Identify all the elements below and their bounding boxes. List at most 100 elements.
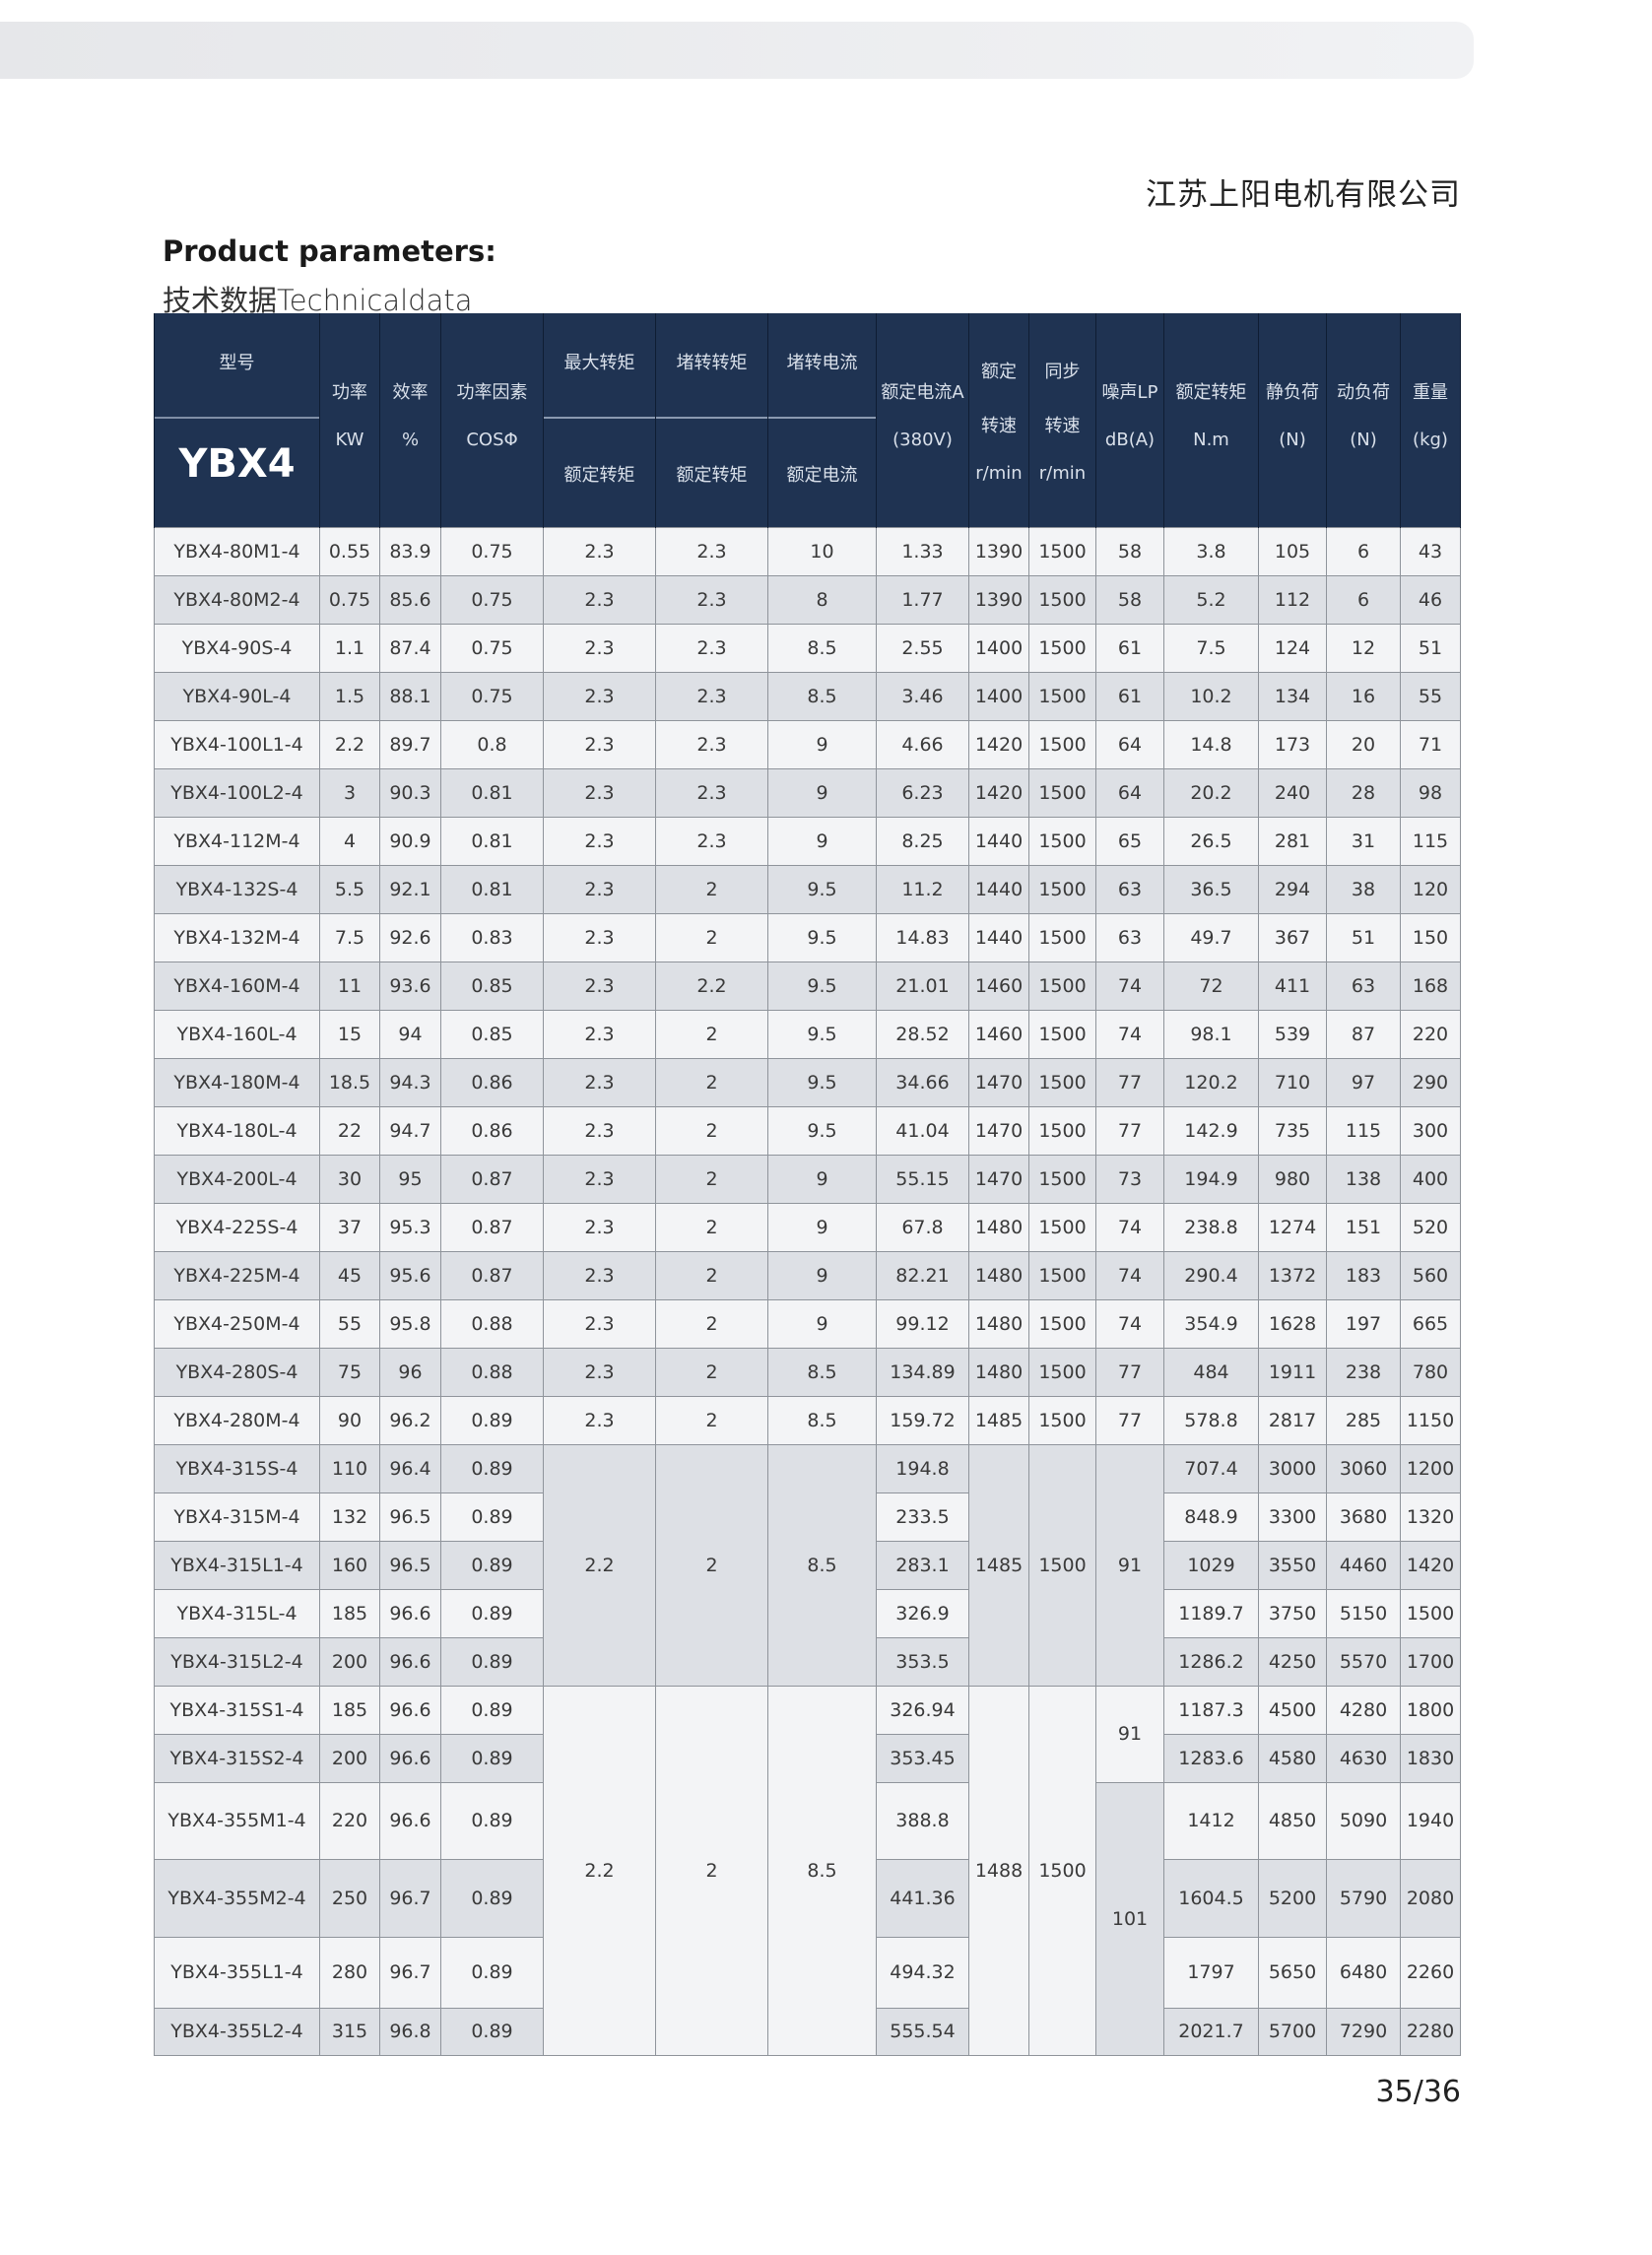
cell-static: 4850	[1258, 1781, 1327, 1860]
cell-current: 1.33	[876, 526, 969, 576]
cell-cos: 0.83	[440, 912, 544, 962]
cell-kw: 1.1	[319, 623, 380, 673]
cell-weight: 43	[1400, 526, 1461, 576]
cell-ilock: 9	[767, 1154, 877, 1204]
cell-ilock: 9	[767, 816, 877, 866]
cell-torque: 1187.3	[1163, 1685, 1259, 1735]
cell-kw: 90	[319, 1395, 380, 1445]
header-tmax-line: 最大转矩	[563, 353, 635, 373]
cell-torque: 1797	[1163, 1936, 1259, 2009]
cell-tmax: 2.3	[543, 1154, 656, 1204]
cell-weight: 220	[1400, 1009, 1461, 1059]
page-subtitle: 技术数据Technicaldata	[163, 284, 473, 317]
table-row: YBX4-180M-4 18.5 94.3 0.86 2.3 2 9.5 34.66 1470 1…	[154, 1057, 1461, 1107]
table-row: YBX4-225S-4 37 95.3 0.87 2.3 2 9 67.8 1480 1500 74…	[154, 1202, 1461, 1252]
cell-static: 1628	[1258, 1298, 1327, 1349]
cell-cos: 0.89	[440, 1636, 544, 1687]
cell-static: 4500	[1258, 1685, 1327, 1735]
cell-noise: 74	[1095, 1298, 1164, 1349]
cell-tmax: 2.3	[543, 864, 656, 914]
cell-static: 105	[1258, 526, 1327, 576]
cell-torque: 10.2	[1163, 671, 1259, 721]
cell-model: YBX4-225S-4	[154, 1202, 320, 1252]
header-current-line: (380V)	[892, 430, 953, 450]
cell-static: 294	[1258, 864, 1327, 914]
header-dynamic: 动负荷 (N)	[1326, 313, 1401, 527]
cell-torque: 1604.5	[1163, 1858, 1259, 1938]
cell-speed: 1420	[968, 767, 1029, 818]
cell-cos: 0.89	[440, 1936, 544, 2009]
cell-speed: 1440	[968, 912, 1029, 962]
cell-ilock: 8.5	[767, 671, 877, 721]
cell-torque: 7.5	[1163, 623, 1259, 673]
cell-eff: 90.9	[379, 816, 441, 866]
cell-sync: 1500	[1028, 767, 1096, 818]
cell-current: 326.94	[876, 1685, 969, 1735]
table-row: YBX4-80M1-4 0.55 83.9 0.75 2.3 2.3 10 1.33 1390 1…	[154, 526, 1461, 576]
cell-sync: 1500	[1028, 816, 1096, 866]
cell-weight: 665	[1400, 1298, 1461, 1349]
cell-sync: 1500	[1028, 864, 1096, 914]
cell-cos: 0.89	[440, 1395, 544, 1445]
cell-eff: 94	[379, 1009, 441, 1059]
cell-noise: 101	[1095, 1781, 1164, 2056]
cell-weight: 2280	[1400, 2007, 1461, 2056]
cell-noise: 64	[1095, 767, 1164, 818]
cell-kw: 315	[319, 2007, 380, 2056]
cell-weight: 115	[1400, 816, 1461, 866]
table-row: YBX4-90S-4 1.1 87.4 0.75 2.3 2.3 8.5 2.55 1400 15…	[154, 623, 1461, 673]
cell-tmax: 2.3	[543, 623, 656, 673]
header-kw: 功率 KW	[319, 313, 380, 527]
cell-ilock: 8.5	[767, 1685, 877, 2056]
header-tlock: 堵转转矩 额定转矩	[655, 313, 768, 527]
cell-weight: 780	[1400, 1347, 1461, 1397]
cell-tlock: 2	[655, 1298, 768, 1349]
cell-torque: 26.5	[1163, 816, 1259, 866]
cell-speed: 1460	[968, 1009, 1029, 1059]
cell-cos: 0.85	[440, 961, 544, 1011]
cell-sync: 1500	[1028, 719, 1096, 769]
cell-eff: 96.2	[379, 1395, 441, 1445]
cell-kw: 220	[319, 1781, 380, 1860]
cell-eff: 93.6	[379, 961, 441, 1011]
cell-static: 173	[1258, 719, 1327, 769]
cell-cos: 0.89	[440, 1858, 544, 1938]
cell-model: YBX4-250M-4	[154, 1298, 320, 1349]
cell-current: 34.66	[876, 1057, 969, 1107]
cell-current: 353.5	[876, 1636, 969, 1687]
cell-tlock: 2	[655, 1685, 768, 2056]
cell-kw: 0.75	[319, 574, 380, 625]
cell-model: YBX4-355L1-4	[154, 1936, 320, 2009]
cell-ilock: 9	[767, 1202, 877, 1252]
cell-sync: 1500	[1028, 574, 1096, 625]
cell-cos: 0.75	[440, 526, 544, 576]
cell-cos: 0.89	[440, 1588, 544, 1638]
cell-weight: 1700	[1400, 1636, 1461, 1687]
cell-model: YBX4-132S-4	[154, 864, 320, 914]
cell-weight: 520	[1400, 1202, 1461, 1252]
cell-kw: 185	[319, 1685, 380, 1735]
cell-dynamic: 115	[1326, 1105, 1401, 1156]
cell-sync: 1500	[1028, 1202, 1096, 1252]
cell-sync: 1500	[1028, 1154, 1096, 1204]
cell-torque: 98.1	[1163, 1009, 1259, 1059]
cell-eff: 96.6	[379, 1636, 441, 1687]
cell-noise: 91	[1095, 1685, 1164, 1783]
cell-torque: 36.5	[1163, 864, 1259, 914]
cell-static: 134	[1258, 671, 1327, 721]
cell-ilock: 9.5	[767, 961, 877, 1011]
cell-kw: 4	[319, 816, 380, 866]
cell-static: 735	[1258, 1105, 1327, 1156]
cell-sync: 1500	[1028, 671, 1096, 721]
cell-tlock: 2	[655, 1347, 768, 1397]
cell-tlock: 2	[655, 1105, 768, 1156]
table-row: YBX4-355L1-4 280 96.7 0.89 494.32 1797 5650 648…	[154, 1936, 1461, 2009]
cell-model: YBX4-315S-4	[154, 1443, 320, 1493]
header-sync: 同步 转速 r/min	[1028, 313, 1096, 527]
header-cos: 功率因素 COSΦ	[440, 313, 544, 527]
cell-eff: 96.8	[379, 2007, 441, 2056]
cell-torque: 20.2	[1163, 767, 1259, 818]
cell-current: 55.15	[876, 1154, 969, 1204]
cell-dynamic: 183	[1326, 1250, 1401, 1300]
header-torque: 额定转矩 N.m	[1163, 313, 1259, 527]
